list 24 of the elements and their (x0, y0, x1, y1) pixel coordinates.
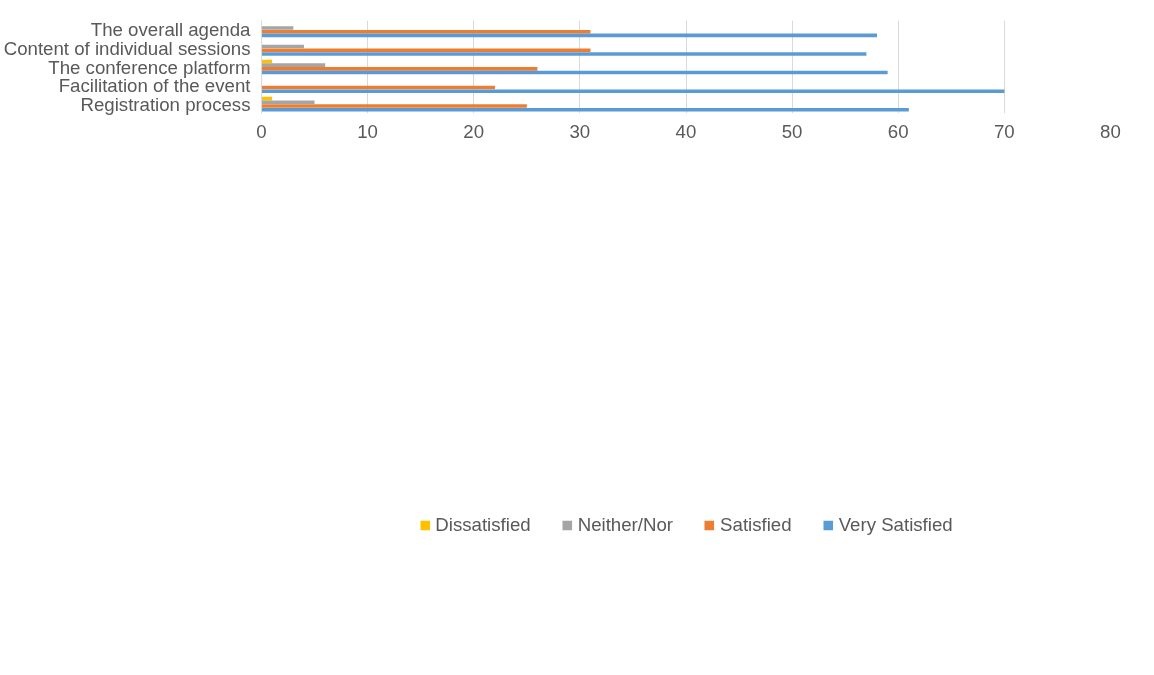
x-tick-label: 0 (256, 120, 267, 142)
bar (261, 67, 538, 71)
x-tick-label: 40 (675, 120, 697, 142)
legend-label: Dissatisfied (435, 513, 531, 536)
bar (261, 89, 1005, 93)
y-tick-label: The overall agenda (90, 19, 252, 41)
x-tick-label: 20 (463, 120, 485, 142)
x-tick-label: 60 (887, 120, 909, 142)
x-tick-label: 50 (781, 120, 803, 142)
bar (261, 63, 326, 67)
y-tick-label: Registration process (80, 93, 251, 115)
bar (261, 104, 527, 108)
legend-label: Neither/Nor (577, 513, 674, 536)
bar (261, 48, 591, 53)
x-tick-label: 70 (994, 120, 1015, 142)
bar (261, 52, 867, 56)
legend-label: Very Satisfied (838, 513, 953, 536)
bar (261, 108, 909, 112)
bar (261, 26, 294, 30)
x-tick-label: 10 (357, 120, 379, 142)
x-tick-label: 80 (1100, 120, 1121, 142)
x-tick-label: 30 (569, 120, 591, 142)
legend-label: Satisfied (720, 513, 792, 536)
y-tick-label: The conference platform (48, 56, 251, 78)
